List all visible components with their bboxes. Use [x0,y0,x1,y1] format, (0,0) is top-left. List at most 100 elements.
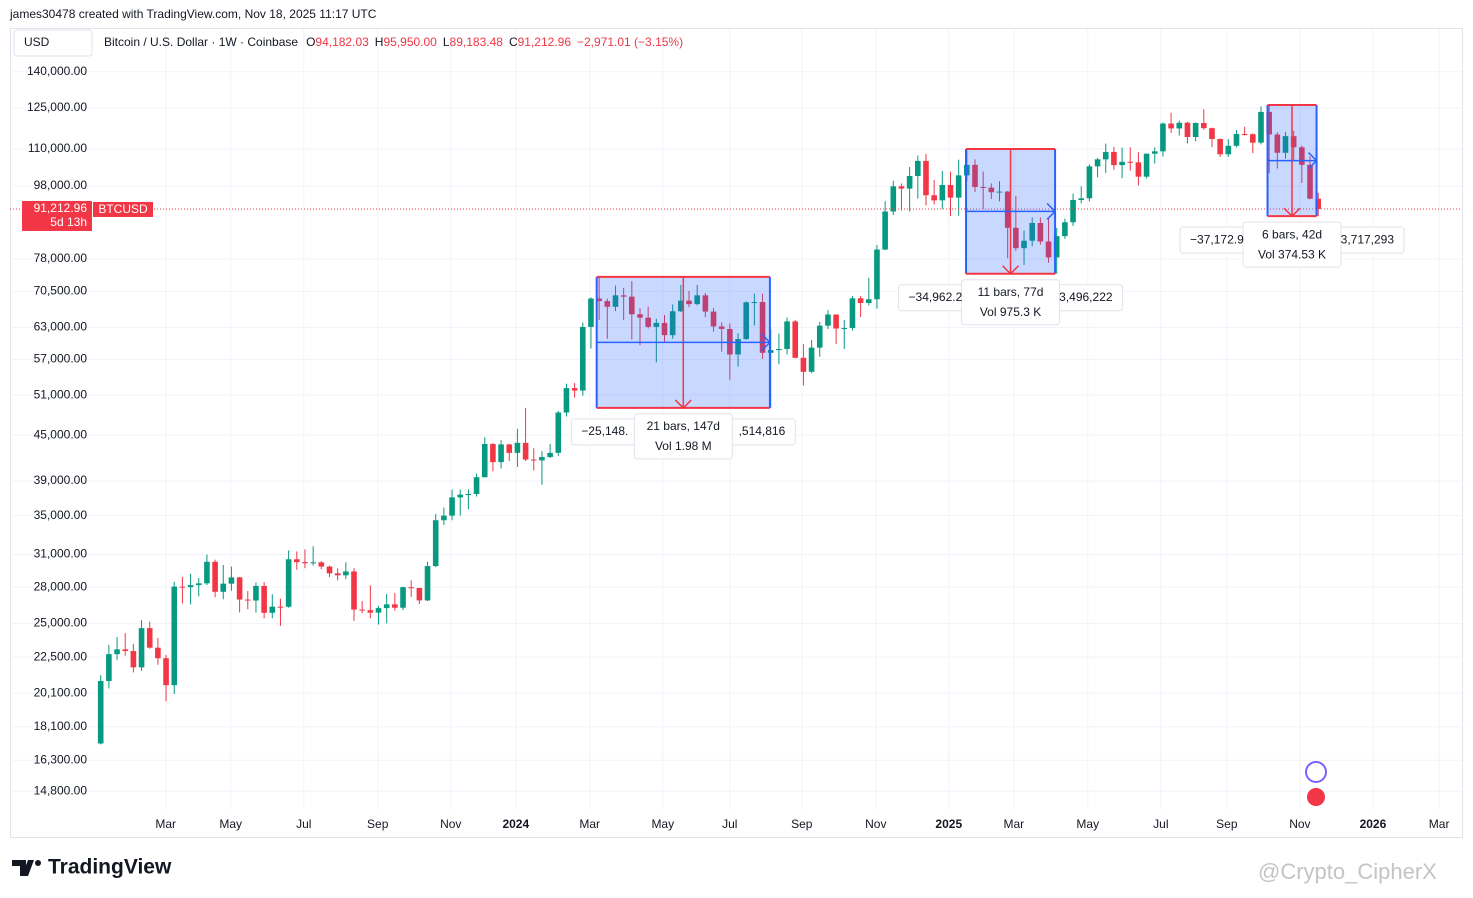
candle-body [653,322,660,327]
candle-body [318,562,325,567]
candle-body [163,658,169,686]
measure-label-box [1242,221,1342,268]
candle-body [1013,227,1019,249]
candle-body [1094,159,1101,167]
candle-body [400,587,406,608]
measure-label-box [633,413,733,460]
chart-frame [10,28,1463,838]
candle-body [939,185,946,201]
candle-body [1053,236,1060,258]
candle-body [1102,151,1109,160]
candle-body [898,186,905,189]
x-tick-label: May [651,817,674,831]
candle-body [718,326,725,329]
candle-body [1250,134,1256,143]
measure-change: 3,717,293 [1341,232,1395,246]
candle-body [1290,136,1297,148]
candle-body [106,654,112,682]
measure-volume: Vol 1.98 M [655,439,712,453]
x-tick-label: May [219,817,242,831]
candle-body [1184,122,1191,138]
candle-body [571,388,578,391]
x-tick-label: Sep [1216,817,1238,831]
x-tick-label: 2024 [502,817,529,831]
candle-body [187,585,194,588]
candle-body [473,477,480,494]
y-tick-label: 28,000.00 [34,579,88,593]
y-tick-label: 78,000.00 [34,251,88,265]
icon-events[interactable] [1305,786,1327,808]
candle-body [841,327,848,329]
candle-body [351,571,357,610]
candle-body [547,452,553,458]
ohlc-letter: H [375,35,384,49]
change: −2,971.01 (−3.15%) [577,35,683,49]
candle-body [596,298,602,302]
candle-body [1299,147,1305,165]
candle-body [955,175,962,198]
candle-body [1266,111,1272,135]
candle-body [155,647,161,659]
candle-body [302,562,308,564]
icon-assistant[interactable] [1305,761,1327,783]
ohlc-value: 95,950.00 [383,35,437,49]
y-tick-label: 39,000.00 [34,473,88,487]
candle-body [1233,133,1240,146]
x-tick-label: Mar [1003,817,1024,831]
candle-body [808,347,815,372]
candle-body [1037,223,1044,242]
y-tick-label: 98,000.00 [34,178,88,192]
candle-body [253,585,259,601]
candle-body [220,583,227,592]
candle-body [294,559,300,563]
logo-mark [12,860,34,876]
candle-body [122,649,129,652]
y-tick-label: 70,500.00 [34,284,88,298]
candle-body [947,185,954,198]
x-tick-label: Sep [367,817,389,831]
candle-body [97,681,104,744]
candle-body [114,649,120,655]
symbol-name: Bitcoin / U.S. Dollar · 1W · Coinbase [104,35,298,49]
candle-body [416,587,423,601]
candle-body [759,302,766,353]
candle-body [146,628,153,648]
candle-body [637,314,643,318]
watermark: @Crypto_CipherX [1258,859,1437,884]
candle-body [735,339,741,355]
measure-change: −25,148. [581,424,628,438]
axes: 140,000.00 125,000.00 110,000.00 98,000.00 7… [22,64,1449,831]
currency-button[interactable] [13,29,93,57]
measure-bars: 6 bars, 42d [1262,227,1322,241]
measure-change: ,514,816 [739,424,786,438]
ohlc-letter: C [509,35,518,49]
candle-body [171,586,178,686]
x-tick-label: Nov [865,817,886,831]
candle-body [424,566,431,601]
candle-body [1078,198,1085,201]
candle-body [1315,198,1321,209]
y-tick-label: 63,000.00 [34,320,88,334]
candle-body [874,249,880,300]
candle-body [1168,123,1174,129]
candle-body [579,326,586,391]
y-tick-label: 18,100.00 [34,719,88,733]
x-tick-label: Sep [791,817,813,831]
candle-body [449,497,455,516]
candle-body [588,298,594,327]
candle-body [408,587,414,589]
candle-body [530,459,537,461]
candle-body [1200,123,1207,129]
x-tick-label: May [1076,817,1099,831]
candle-body [359,609,365,611]
x-tick-label: 2026 [1360,817,1387,831]
footer-logo [12,860,41,876]
measure-bars: 21 bars, 147d [647,419,720,433]
currency[interactable]: USD [24,35,50,49]
candle-body [269,606,276,613]
y-tick-label: 140,000.00 [27,64,87,78]
candle-body [1307,164,1313,199]
candle-body [1086,166,1093,199]
candle-body [481,444,488,478]
